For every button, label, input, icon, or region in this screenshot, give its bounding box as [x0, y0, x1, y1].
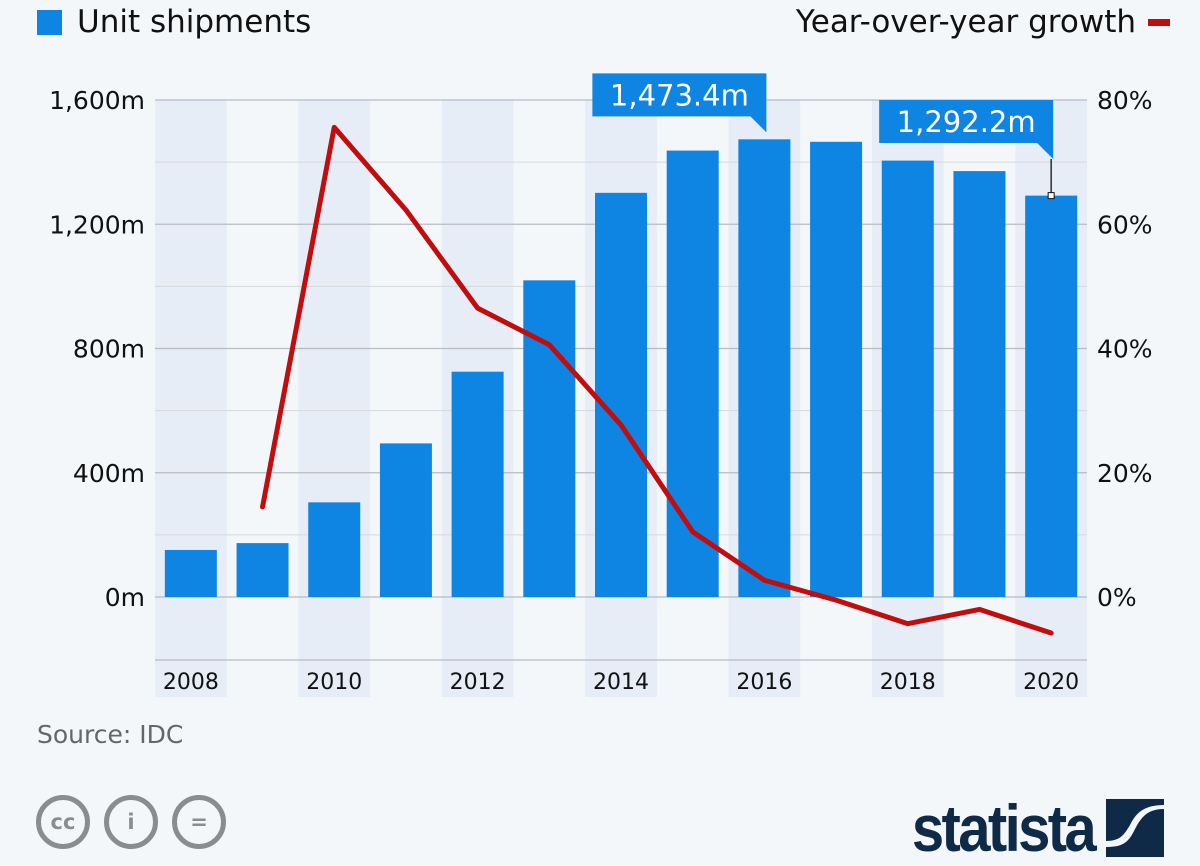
attribution-icon[interactable]: i: [104, 795, 158, 849]
x-tick-label: 2012: [450, 670, 506, 695]
legend-bar: Unit shipments: [37, 4, 311, 40]
bar-2009: [237, 543, 289, 597]
annotation-marker: [1048, 193, 1054, 199]
left-tick-label: 1,600m: [49, 86, 145, 115]
statista-logo[interactable]: statista: [887, 790, 1164, 866]
annotation-label: 1,292.2m: [897, 105, 1036, 139]
annotation-label: 1,473.4m: [610, 78, 749, 112]
bar-2016: [738, 139, 790, 597]
bar-2018: [882, 161, 934, 597]
right-tick-label: 80%: [1097, 86, 1153, 115]
brand-name: statista: [912, 790, 1094, 866]
source-note: Source: IDC: [37, 720, 183, 749]
legend-line-label: Year-over-year growth: [796, 4, 1136, 40]
x-tick-label: 2008: [163, 670, 219, 695]
bar-2019: [953, 171, 1005, 597]
band-2008: [155, 100, 227, 697]
right-tick-label: 20%: [1097, 459, 1153, 488]
no-derivatives-icon[interactable]: =: [172, 795, 226, 849]
legend-bar-label: Unit shipments: [77, 4, 311, 40]
legend-bar-swatch: [37, 10, 62, 35]
x-tick-label: 2014: [593, 670, 649, 695]
legend-line: Year-over-year growth: [796, 4, 1170, 40]
license-icons[interactable]: cc i =: [36, 795, 226, 849]
bar-2013: [523, 280, 575, 597]
bar-2014: [595, 193, 647, 597]
x-tick-label: 2020: [1023, 670, 1079, 695]
chart: 0m 400m 800m 1,200m 1,600m 0% 20% 40% 60% 80% 2008…: [0, 0, 1200, 720]
left-tick-label: 800m: [73, 335, 145, 364]
bar-2012: [452, 372, 504, 597]
right-tick-label: 40%: [1097, 335, 1153, 364]
band-2010: [298, 100, 370, 697]
bar-2010: [308, 502, 360, 597]
x-tick-label: 2016: [736, 670, 792, 695]
left-tick-label: 1,200m: [49, 210, 145, 239]
bar-2008: [165, 550, 217, 597]
right-tick-label: 60%: [1097, 210, 1153, 239]
x-tick-label: 2010: [306, 670, 362, 695]
bar-2011: [380, 443, 432, 597]
cc-icon[interactable]: cc: [36, 795, 90, 849]
bar-2017: [810, 142, 862, 597]
x-tick-label: 2018: [880, 670, 936, 695]
bar-2020: [1025, 196, 1077, 597]
right-tick-label: 0%: [1097, 583, 1137, 612]
left-tick-label: 400m: [73, 459, 145, 488]
left-tick-label: 0m: [105, 583, 145, 612]
legend-line-swatch: [1148, 19, 1170, 26]
statista-mark-icon: [1106, 799, 1164, 857]
